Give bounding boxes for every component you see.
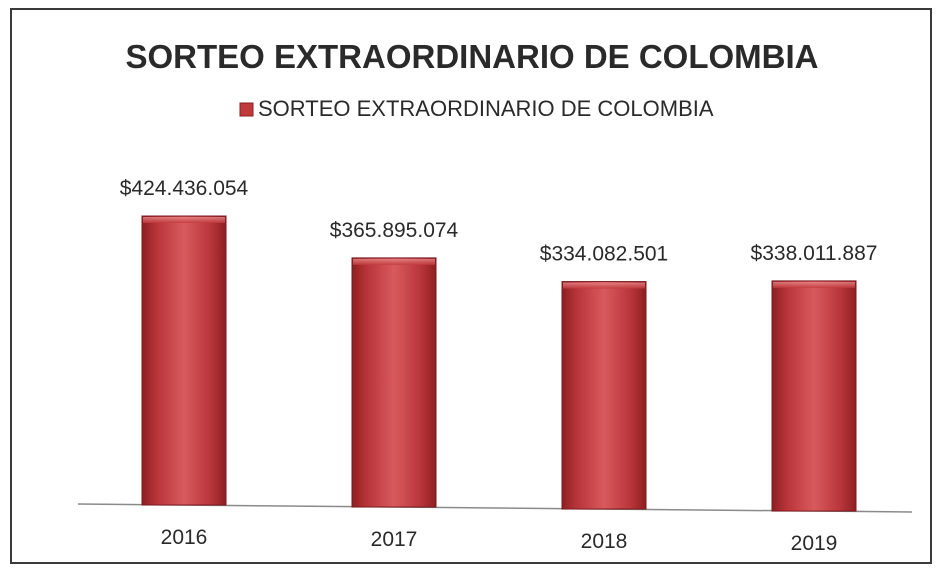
bar-top-2017 — [353, 258, 435, 265]
legend-label: SORTEO EXTRAORDINARIO DE COLOMBIA — [258, 96, 714, 121]
legend-swatch — [239, 102, 254, 117]
x-tick-2019: 2019 — [791, 532, 838, 555]
x-tick-2016: 2016 — [161, 526, 208, 549]
data-labels-group: $424.436.054 $365.895.074 $334.082.501 $338… — [120, 177, 878, 266]
chart-title: SORTEO EXTRAORDINARIO DE COLOMBIA — [125, 38, 818, 75]
bar-chart: SORTEO EXTRAORDINARIO DE COLOMBIA SORTEO… — [77, 38, 913, 555]
data-label-2016: $424.436.054 — [120, 177, 249, 200]
data-label-2019: $338.011.887 — [751, 242, 878, 265]
x-tick-labels-group: 2016 2017 2018 2019 — [161, 526, 838, 555]
bar-2018 — [561, 281, 647, 510]
bar-top-2016 — [143, 217, 225, 224]
x-tick-2017: 2017 — [371, 528, 418, 551]
bar-2019 — [771, 280, 857, 512]
bar-top-2019 — [773, 281, 855, 288]
bar-2016 — [141, 215, 227, 506]
data-label-2017: $365.895.074 — [330, 219, 459, 242]
bars-group — [141, 215, 857, 512]
bar-2017 — [351, 257, 437, 508]
x-tick-2018: 2018 — [581, 530, 628, 553]
legend: SORTEO EXTRAORDINARIO DE COLOMBIA — [239, 96, 714, 121]
bar-top-2018 — [563, 282, 645, 289]
chart-frame: SORTEO EXTRAORDINARIO DE COLOMBIA SORTEO… — [10, 8, 932, 564]
data-label-2018: $334.082.501 — [540, 243, 668, 266]
